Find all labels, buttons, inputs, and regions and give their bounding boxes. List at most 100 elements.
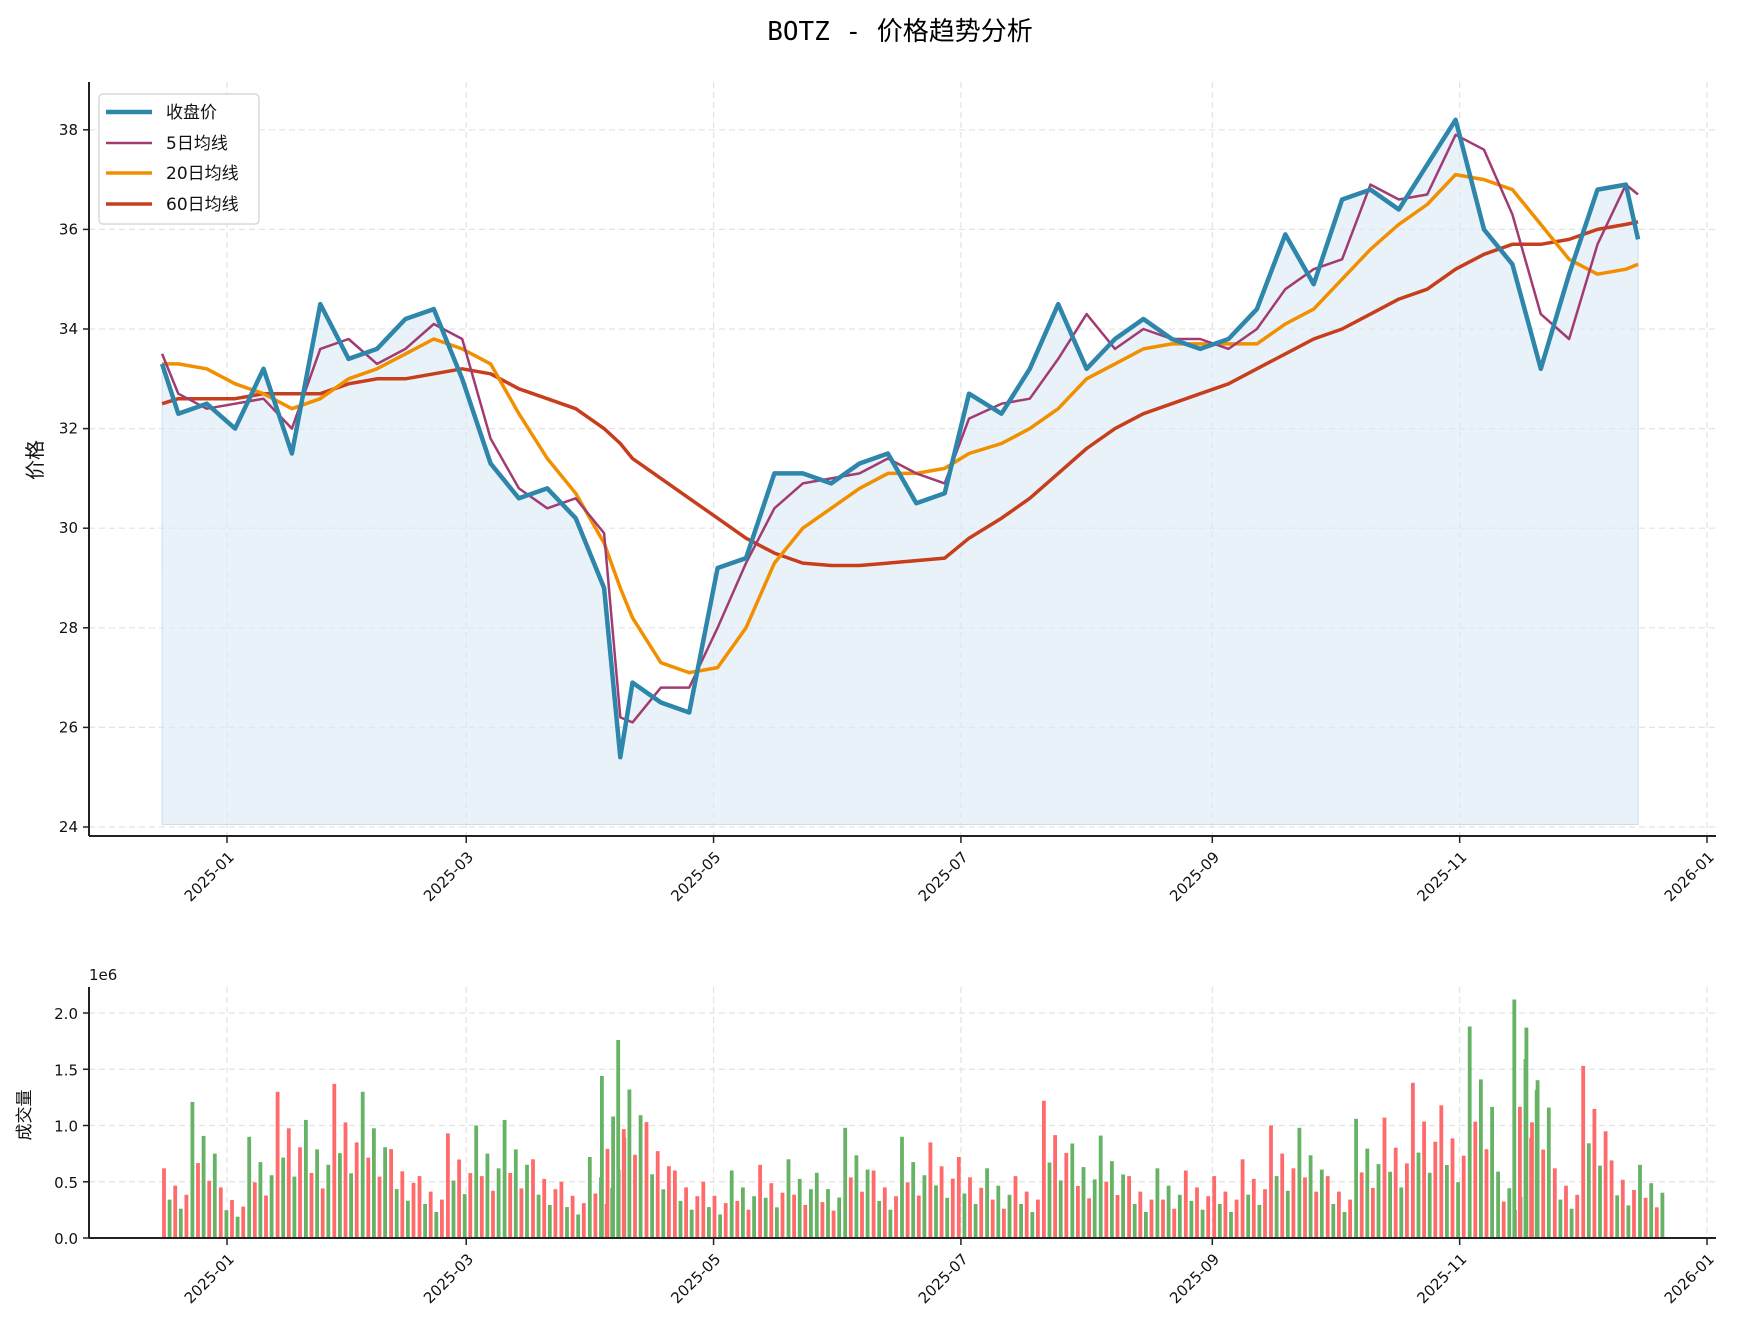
volume-bar: [1053, 1135, 1057, 1238]
x-tick-label: 2025-07: [915, 1250, 972, 1307]
volume-bar: [434, 1212, 439, 1238]
volume-bar: [1007, 1194, 1012, 1238]
volume-bar: [1638, 1164, 1642, 1238]
volume-bar: [230, 1200, 234, 1238]
volume-bar: [491, 1190, 495, 1239]
volume-bar: [1058, 1180, 1063, 1238]
volume-bar: [1030, 1212, 1035, 1238]
volume-bar: [531, 1159, 535, 1239]
volume-x-ticks: 2025-01 2025-03 2025-05 2025-07 2025-09 2025-…: [181, 1238, 1718, 1307]
volume-bar: [627, 1089, 632, 1238]
volume-bar: [718, 1214, 722, 1238]
x-tick-label: 2025-01: [181, 848, 238, 905]
volume-bar: [1416, 1152, 1421, 1238]
volume-bar: [1501, 1201, 1506, 1238]
volume-bar: [673, 1170, 677, 1238]
volume-bar: [1433, 1141, 1438, 1238]
volume-multiplier: 1e6: [89, 966, 117, 984]
volume-bar: [956, 1157, 961, 1238]
volume-bar: [338, 1153, 342, 1238]
volume-bar: [1076, 1186, 1080, 1238]
volume-bar: [605, 1148, 610, 1238]
volume-bar: [485, 1153, 490, 1238]
volume-bar: [423, 1204, 427, 1238]
legend-label-ma5: 5日均线: [166, 134, 228, 154]
volume-bar: [235, 1216, 240, 1238]
volume-bar: [1411, 1082, 1415, 1239]
volume-bar: [1484, 1149, 1489, 1238]
volume-bar: [1274, 1176, 1279, 1238]
volume-bar: [888, 1209, 893, 1239]
volume-bar: [275, 1091, 280, 1239]
volume-bar: [1615, 1195, 1620, 1238]
volume-bar: [661, 1189, 666, 1238]
volume-bars: [162, 999, 1665, 1239]
price-y-tick-label: 38: [59, 121, 78, 139]
x-tick-label: 2025-09: [1166, 1250, 1223, 1307]
volume-bar: [600, 1076, 604, 1238]
volume-bar: [644, 1122, 649, 1238]
x-tick-label: 2025-05: [667, 1250, 724, 1307]
volume-bar: [1314, 1191, 1319, 1238]
volume-bar: [712, 1195, 717, 1238]
volume-bar: [611, 1116, 615, 1238]
x-tick-label: 2025-01: [181, 1250, 238, 1307]
volume-y-tick-label: 1.5: [54, 1061, 78, 1079]
volume-bar: [792, 1194, 796, 1238]
volume-bar: [479, 1176, 484, 1238]
volume-bar: [1319, 1169, 1324, 1238]
volume-bar: [1365, 1148, 1370, 1238]
volume-bar: [1189, 1200, 1194, 1238]
volume-bar: [1206, 1196, 1211, 1239]
volume-bar: [1257, 1204, 1262, 1238]
volume-bar: [349, 1173, 353, 1238]
volume-bar: [934, 1185, 938, 1238]
volume-bar: [1240, 1159, 1245, 1239]
volume-bar: [1445, 1165, 1449, 1238]
volume-bar: [1303, 1177, 1307, 1238]
volume-bar: [1229, 1212, 1233, 1238]
volume-bar: [593, 1193, 598, 1239]
volume-bar: [1104, 1181, 1109, 1238]
volume-bar: [1342, 1212, 1347, 1238]
price-y-tick-label: 24: [59, 818, 78, 836]
volume-bar: [1280, 1153, 1285, 1238]
volume-bar: [326, 1164, 331, 1238]
volume-bar: [1019, 1204, 1023, 1238]
volume-bar: [1251, 1178, 1256, 1238]
volume-bar: [377, 1176, 382, 1238]
volume-bar: [400, 1171, 405, 1238]
volume-bar: [1388, 1171, 1392, 1238]
volume-bar: [1490, 1106, 1494, 1238]
x-tick-label: 2025-03: [420, 1250, 477, 1307]
volume-bar: [1558, 1199, 1563, 1238]
volume-bar: [1013, 1176, 1018, 1238]
legend-item-ma60: 60日均线: [106, 195, 239, 215]
volume-bar: [587, 1157, 592, 1238]
volume-bar: [440, 1199, 444, 1238]
volume-bar: [1092, 1179, 1097, 1238]
volume-bar: [1127, 1176, 1131, 1238]
volume-bar: [1138, 1191, 1143, 1238]
volume-bar: [201, 1135, 206, 1238]
volume-bar: [1456, 1182, 1460, 1238]
volume-bar: [1620, 1179, 1625, 1238]
x-tick-label: 2025-11: [1413, 1250, 1470, 1307]
volume-bar: [1348, 1199, 1352, 1238]
volume-bar: [451, 1180, 456, 1238]
volume-bar: [389, 1149, 393, 1238]
volume-bar: [797, 1178, 802, 1238]
volume-bar: [1473, 1121, 1478, 1238]
volume-bar: [928, 1142, 933, 1238]
volume-bar: [1291, 1168, 1296, 1239]
volume-bar: [996, 1185, 1001, 1238]
volume-bar: [502, 1119, 507, 1238]
volume-bar: [848, 1177, 853, 1238]
volume-bar: [1195, 1187, 1199, 1238]
volume-bar: [865, 1169, 870, 1238]
volume-bar: [513, 1149, 518, 1238]
volume-bar: [882, 1187, 887, 1238]
volume-bar: [1223, 1191, 1228, 1238]
volume-bar: [411, 1182, 416, 1238]
